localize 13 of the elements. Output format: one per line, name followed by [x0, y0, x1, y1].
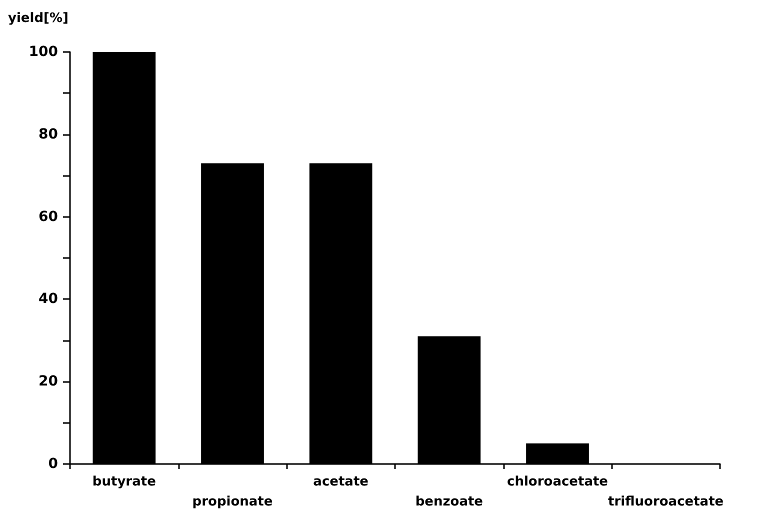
y-tick-label: 20 [38, 374, 58, 390]
y-tick-label: 100 [28, 44, 58, 60]
y-tick-label: 0 [48, 456, 58, 472]
y-tick-label: 60 [38, 208, 58, 225]
x-tick-label: butyrate [92, 474, 156, 490]
x-tick-label: benzoate [415, 494, 484, 510]
y-tick-label: 80 [38, 126, 58, 142]
x-tick-label: chloroacetate [506, 474, 608, 490]
y-tick-label: 40 [38, 291, 58, 308]
x-tick-label: propionate [192, 494, 273, 510]
x-tick-label: acetate [313, 474, 369, 490]
x-tick-label: trifluoroacetate [608, 494, 724, 510]
y-axis-title: yield[%] [8, 11, 68, 26]
